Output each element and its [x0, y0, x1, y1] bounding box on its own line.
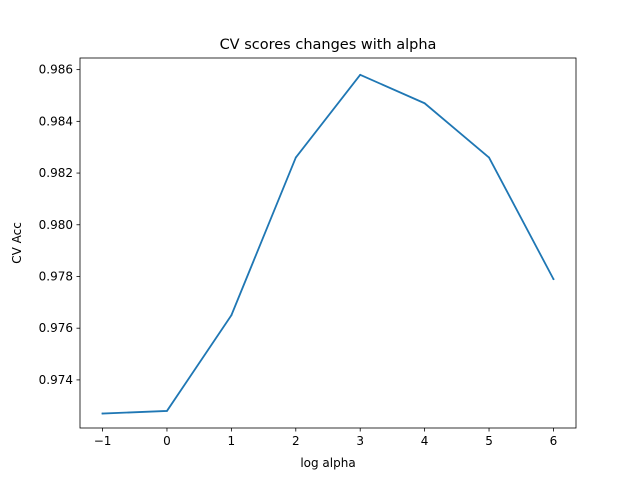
data-point	[552, 278, 555, 280]
y-axis-ticks: 0.974 0.976 0.978 0.980 0.982 0.984 0.986	[39, 63, 80, 387]
y-tick-label: 0.984	[39, 114, 73, 128]
plot-area	[79, 57, 577, 429]
data-point	[423, 102, 426, 105]
chart-title: CV scores changes with alpha	[220, 37, 437, 53]
x-tick-label: −1	[94, 434, 112, 448]
series-layer	[101, 73, 555, 415]
x-tick-label: 4	[421, 434, 429, 448]
y-tick-label: 0.982	[39, 166, 73, 180]
y-tick-label: 0.986	[39, 63, 73, 77]
data-point	[359, 73, 362, 76]
y-tick-label: 0.978	[39, 269, 73, 283]
x-tick-label: 0	[163, 434, 171, 448]
x-tick-label: 1	[228, 434, 236, 448]
x-axis-ticks: −1 0 1 2 3 4 5 6	[94, 428, 558, 448]
y-tick-label: 0.980	[39, 218, 73, 232]
y-tick-label: 0.974	[39, 373, 73, 387]
data-point	[166, 410, 168, 412]
data-point	[230, 314, 233, 317]
axes-frame	[79, 57, 577, 429]
data-point	[488, 156, 490, 159]
series-line-0	[101, 73, 555, 415]
y-axis-label: CV Acc	[10, 222, 24, 264]
x-tick-label: 3	[356, 434, 364, 448]
data-point	[101, 412, 104, 415]
data-point	[294, 156, 297, 159]
x-axis-label: log alpha	[300, 456, 355, 470]
x-tick-label: 6	[550, 434, 558, 448]
x-tick-label: 2	[292, 434, 300, 448]
x-tick-label: 5	[485, 434, 493, 448]
y-tick-label: 0.976	[39, 321, 73, 335]
